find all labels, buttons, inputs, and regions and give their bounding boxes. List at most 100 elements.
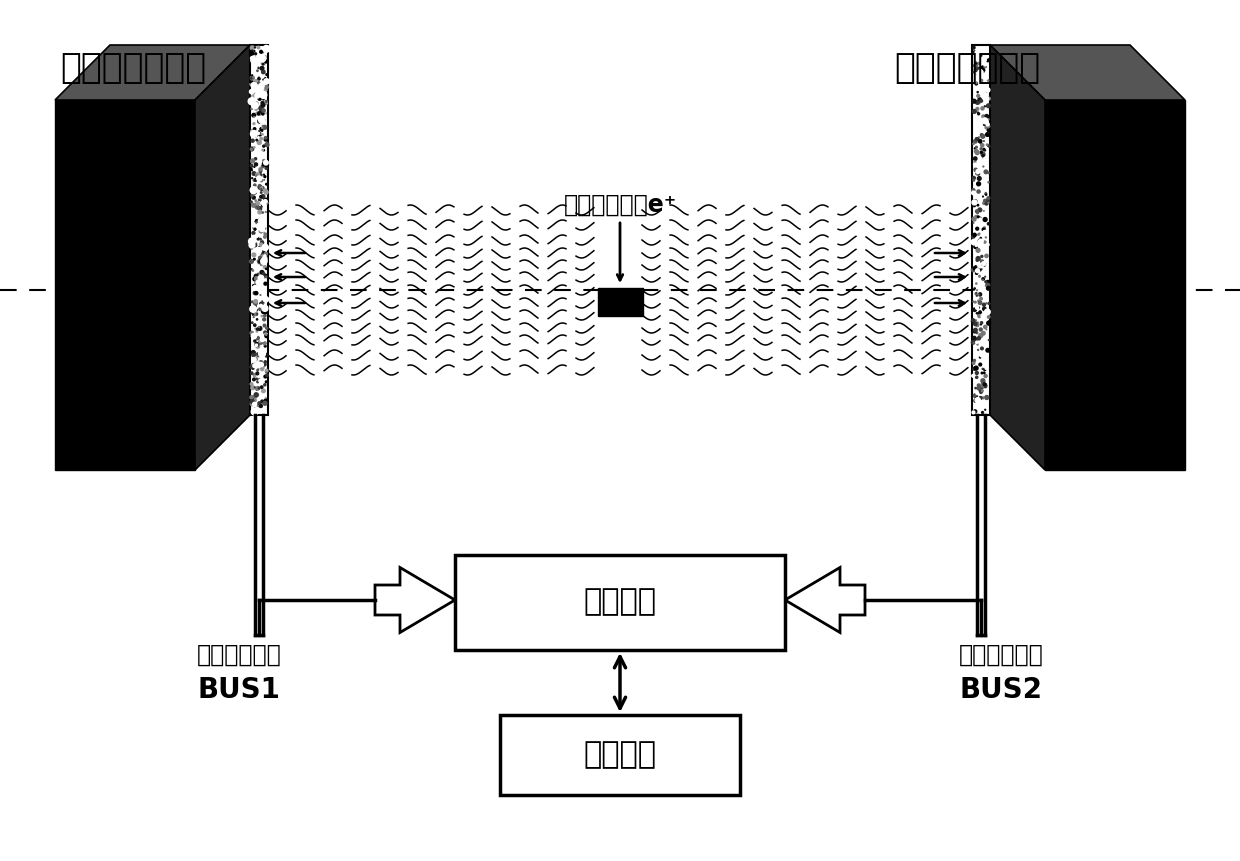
Circle shape — [976, 259, 978, 261]
Circle shape — [976, 227, 978, 230]
Circle shape — [255, 344, 258, 346]
Circle shape — [978, 239, 983, 244]
Circle shape — [987, 129, 990, 132]
Circle shape — [973, 267, 976, 269]
Circle shape — [257, 331, 258, 332]
Circle shape — [975, 387, 976, 389]
Circle shape — [260, 109, 263, 113]
Bar — [500, 715, 740, 795]
Circle shape — [259, 340, 263, 344]
Circle shape — [260, 66, 264, 70]
Circle shape — [259, 219, 262, 220]
Circle shape — [981, 322, 982, 324]
Circle shape — [263, 318, 265, 321]
Circle shape — [264, 274, 267, 276]
Circle shape — [254, 324, 255, 326]
Circle shape — [253, 277, 257, 281]
Circle shape — [977, 337, 981, 340]
Circle shape — [252, 203, 255, 208]
Circle shape — [257, 405, 259, 406]
Circle shape — [981, 313, 986, 319]
Circle shape — [264, 89, 267, 91]
Circle shape — [983, 62, 987, 65]
Circle shape — [981, 152, 985, 156]
Circle shape — [980, 397, 982, 400]
Circle shape — [257, 220, 260, 223]
Circle shape — [977, 182, 981, 186]
Circle shape — [264, 282, 267, 285]
Text: （正电子源）e⁺: （正电子源）e⁺ — [563, 193, 677, 217]
Circle shape — [978, 276, 981, 277]
Circle shape — [978, 70, 983, 75]
Circle shape — [987, 397, 988, 399]
Circle shape — [255, 93, 259, 98]
Circle shape — [975, 288, 976, 289]
Circle shape — [985, 158, 986, 159]
Circle shape — [255, 235, 258, 238]
Circle shape — [252, 196, 255, 199]
Circle shape — [983, 383, 987, 387]
Circle shape — [982, 412, 983, 413]
Circle shape — [971, 319, 975, 323]
Circle shape — [255, 393, 258, 397]
Circle shape — [983, 76, 988, 79]
Circle shape — [253, 123, 255, 125]
Circle shape — [972, 362, 975, 364]
Circle shape — [259, 362, 263, 367]
Circle shape — [977, 386, 981, 390]
Circle shape — [986, 90, 988, 92]
Circle shape — [253, 114, 254, 115]
Circle shape — [250, 403, 253, 404]
Circle shape — [254, 276, 258, 281]
Text: 多通道数据线: 多通道数据线 — [197, 643, 281, 667]
Circle shape — [263, 119, 264, 121]
Circle shape — [973, 393, 977, 398]
Circle shape — [976, 376, 978, 378]
Circle shape — [263, 162, 267, 165]
Circle shape — [252, 244, 255, 247]
Circle shape — [262, 389, 265, 393]
Circle shape — [977, 122, 982, 127]
Circle shape — [987, 97, 991, 100]
Circle shape — [975, 245, 977, 246]
Circle shape — [264, 78, 269, 84]
Circle shape — [259, 106, 263, 110]
Circle shape — [976, 249, 980, 252]
Circle shape — [260, 192, 262, 193]
Circle shape — [977, 177, 981, 180]
Circle shape — [257, 238, 259, 240]
Circle shape — [982, 154, 985, 157]
Circle shape — [265, 101, 268, 102]
Circle shape — [250, 159, 254, 163]
Circle shape — [976, 101, 980, 104]
Circle shape — [987, 80, 988, 81]
Circle shape — [985, 367, 987, 369]
Circle shape — [264, 314, 267, 317]
Circle shape — [250, 108, 253, 109]
Circle shape — [981, 57, 986, 62]
Circle shape — [982, 67, 985, 70]
Circle shape — [249, 242, 254, 248]
Circle shape — [973, 342, 975, 344]
Text: 第一固定探测器: 第一固定探测器 — [60, 51, 206, 85]
Circle shape — [975, 168, 977, 171]
Circle shape — [255, 220, 258, 221]
Circle shape — [250, 130, 253, 132]
Circle shape — [260, 270, 264, 275]
Circle shape — [983, 325, 987, 329]
Circle shape — [255, 112, 259, 115]
Circle shape — [978, 301, 982, 305]
Circle shape — [985, 254, 988, 257]
Circle shape — [258, 207, 262, 210]
Circle shape — [263, 257, 267, 261]
Circle shape — [257, 282, 258, 283]
Circle shape — [983, 383, 986, 386]
Circle shape — [972, 177, 976, 179]
Circle shape — [263, 342, 267, 344]
Circle shape — [264, 137, 267, 139]
Circle shape — [262, 61, 265, 65]
Circle shape — [986, 199, 990, 203]
Bar — [598, 288, 644, 316]
Circle shape — [976, 307, 978, 309]
Circle shape — [980, 100, 982, 102]
